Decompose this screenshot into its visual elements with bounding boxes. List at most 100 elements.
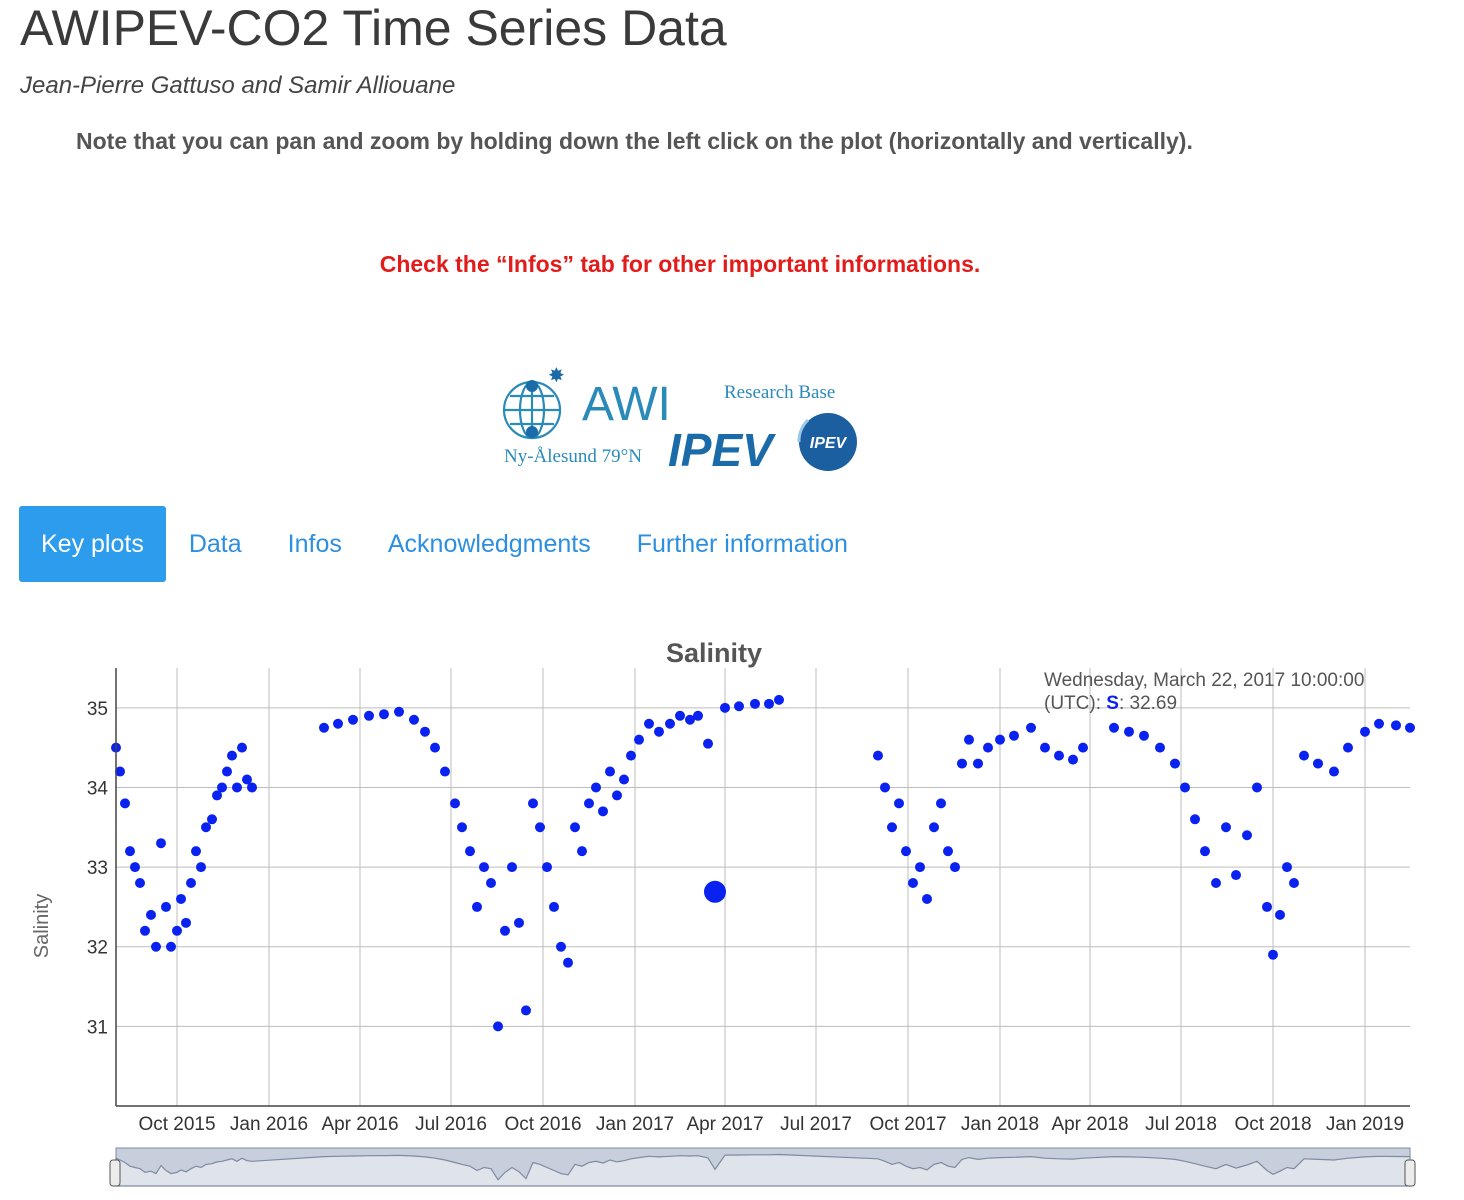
data-point bbox=[191, 846, 201, 857]
data-point bbox=[1078, 742, 1088, 753]
tab-infos[interactable]: Infos bbox=[287, 530, 342, 558]
x-tick-label: Jul 2017 bbox=[780, 1114, 852, 1135]
data-point bbox=[634, 734, 644, 745]
data-point bbox=[556, 941, 566, 952]
data-point bbox=[465, 846, 475, 857]
data-point bbox=[333, 718, 343, 729]
data-point bbox=[166, 941, 176, 952]
data-point bbox=[873, 750, 883, 761]
y-tick-label: 31 bbox=[87, 1017, 108, 1038]
data-point bbox=[242, 774, 252, 785]
data-point bbox=[1200, 846, 1210, 857]
data-point bbox=[1221, 822, 1231, 833]
data-point bbox=[1405, 722, 1415, 733]
star-icon: ✸ bbox=[548, 363, 565, 387]
data-point bbox=[535, 822, 545, 833]
data-point bbox=[644, 718, 654, 729]
x-tick-label: Oct 2018 bbox=[1234, 1114, 1311, 1135]
tab-key-plots[interactable]: Key plots bbox=[19, 506, 166, 582]
data-point bbox=[156, 838, 166, 849]
y-axis-ticks: 31 32 33 34 35 bbox=[87, 699, 109, 1039]
y-axis-label: Salinity bbox=[31, 894, 53, 958]
x-tick-label: Oct 2017 bbox=[869, 1114, 946, 1135]
data-point bbox=[232, 782, 242, 793]
data-point bbox=[217, 782, 227, 793]
logo-location: Ny-Ålesund 79°N bbox=[504, 446, 642, 467]
data-point bbox=[186, 878, 196, 889]
data-point bbox=[440, 766, 450, 777]
data-point bbox=[1155, 742, 1165, 753]
data-point bbox=[1054, 750, 1064, 761]
data-point bbox=[379, 709, 389, 720]
tooltip-series: S bbox=[1106, 693, 1119, 714]
data-point bbox=[936, 798, 946, 809]
hover-tooltip: Wednesday, March 22, 2017 10:00:00 (UTC)… bbox=[1044, 670, 1364, 714]
x-tick-label: Jan 2019 bbox=[1326, 1114, 1404, 1135]
tab-acknowledgments[interactable]: Acknowledgments bbox=[387, 530, 591, 558]
data-point bbox=[1299, 750, 1309, 761]
data-point bbox=[693, 710, 703, 721]
tooltip-utc: (UTC): bbox=[1044, 693, 1101, 714]
data-point bbox=[764, 698, 774, 709]
chart-grid bbox=[116, 668, 1410, 1106]
data-point bbox=[901, 846, 911, 857]
data-point bbox=[943, 846, 953, 857]
data-point bbox=[457, 822, 467, 833]
data-point bbox=[1211, 878, 1221, 889]
data-point bbox=[922, 893, 932, 904]
data-point bbox=[1068, 754, 1078, 765]
data-point bbox=[957, 758, 967, 769]
data-point bbox=[348, 714, 358, 725]
infos-warning: Check the “Infos” tab for other importan… bbox=[379, 251, 981, 277]
data-point bbox=[247, 782, 257, 793]
data-point bbox=[130, 862, 140, 873]
range-handle-left[interactable] bbox=[109, 1159, 121, 1187]
ipev-badge: IPEV bbox=[797, 413, 857, 471]
data-point bbox=[364, 710, 374, 721]
data-point bbox=[720, 702, 730, 713]
x-tick-label: Jul 2016 bbox=[415, 1114, 487, 1135]
data-point bbox=[1252, 782, 1262, 793]
data-point bbox=[394, 706, 404, 717]
data-point bbox=[665, 718, 675, 729]
x-tick-label: Jul 2018 bbox=[1145, 1114, 1217, 1135]
data-point bbox=[1231, 870, 1241, 881]
range-handle-right[interactable] bbox=[1404, 1159, 1416, 1187]
x-tick-label: Apr 2018 bbox=[1051, 1114, 1128, 1135]
data-point bbox=[472, 901, 482, 912]
tab-further-information[interactable]: Further information bbox=[636, 530, 848, 558]
x-tick-label: Oct 2015 bbox=[138, 1114, 215, 1135]
salinity-chart[interactable]: Salinity Salinity 31 32 33 34 35 Oct 2015 Jan… bbox=[0, 620, 1464, 1200]
data-point bbox=[1275, 909, 1285, 920]
data-point bbox=[774, 694, 784, 705]
data-point bbox=[887, 822, 897, 833]
data-point bbox=[507, 862, 517, 873]
data-point bbox=[612, 790, 622, 801]
data-point bbox=[929, 822, 939, 833]
page-title: AWIPEV-CO2 Time Series Data bbox=[20, 0, 727, 56]
data-point bbox=[1139, 730, 1149, 741]
data-point bbox=[894, 798, 904, 809]
data-point bbox=[549, 901, 559, 912]
x-tick-label: Jan 2016 bbox=[230, 1114, 308, 1135]
data-point bbox=[605, 766, 615, 777]
svg-text:(UTC): S: 32.69: (UTC): S: 32.69 bbox=[1044, 693, 1177, 714]
tab-data[interactable]: Data bbox=[188, 530, 242, 558]
data-point bbox=[181, 917, 191, 928]
data-point bbox=[915, 862, 925, 873]
x-tick-label: Oct 2016 bbox=[504, 1114, 581, 1135]
data-point bbox=[880, 782, 890, 793]
range-selector[interactable] bbox=[109, 1147, 1416, 1187]
data-point bbox=[1282, 862, 1292, 873]
y-tick-label: 33 bbox=[87, 858, 108, 879]
data-point bbox=[1360, 726, 1370, 737]
data-point bbox=[450, 798, 460, 809]
x-tick-label: Apr 2017 bbox=[686, 1114, 763, 1135]
data-point bbox=[486, 878, 496, 889]
data-point bbox=[750, 698, 760, 709]
data-point bbox=[176, 893, 186, 904]
data-point bbox=[734, 701, 744, 712]
data-point bbox=[430, 742, 440, 753]
awipev-logo: ✸ AWI IPEV Research Base Ny-Ålesund 79°N… bbox=[502, 363, 857, 472]
data-point bbox=[1242, 830, 1252, 841]
